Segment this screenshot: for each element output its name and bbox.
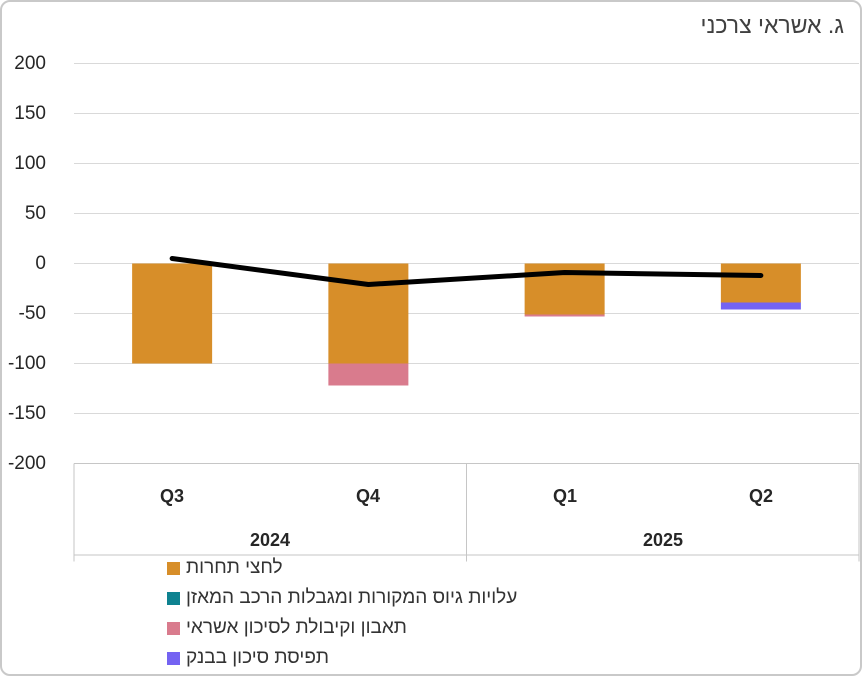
bar-segment [720, 263, 801, 303]
legend-swatch-icon [167, 591, 180, 605]
bar-segment [328, 363, 409, 386]
y-tick-label: 0 [35, 252, 46, 274]
legend-label: תפיסת סיכון בבנק [186, 647, 330, 668]
y-tick-label: 50 [24, 202, 46, 224]
y-tick-label: 100 [14, 152, 46, 174]
legend-swatch-icon [167, 621, 180, 635]
x-axis-quarter-label: Q2 [748, 486, 773, 506]
x-axis-year-label: 2024 [249, 530, 291, 550]
legend-label: לחצי תחרות [186, 557, 283, 578]
x-axis-quarter-label: Q4 [355, 486, 380, 506]
net-change-line [169, 256, 764, 287]
y-tick-label: -100 [7, 352, 46, 374]
y-tick-label: 150 [14, 102, 46, 124]
legend-label: תאבון וקיבולת לסיכון אשראי [186, 617, 407, 638]
legend-swatch-icon [167, 561, 180, 575]
y-tick-label: -50 [18, 302, 46, 324]
x-axis-quarter-label: Q1 [552, 486, 577, 506]
x-axis-year-label: 2025 [642, 530, 684, 550]
legend-label: עלויות גיוס המקורות ומגבלות הרכב המאזן [186, 587, 518, 608]
legend-swatch-icon [167, 651, 180, 665]
legend: לחצי תחרות עלויות גיוס המקורות ומגבלות ה… [167, 553, 517, 673]
legend-item: תאבון וקיבולת לסיכון אשראי [167, 613, 517, 643]
bar-segment [524, 314, 605, 317]
legend-item: תפיסת סיכון בבנק [167, 643, 517, 673]
legend-item: עלויות גיוס המקורות ומגבלות הרכב המאזן [167, 583, 517, 613]
y-tick-label: -200 [7, 452, 46, 474]
bar-segment [720, 302, 801, 310]
bar-segment [132, 263, 213, 364]
y-tick-label: -150 [7, 402, 46, 424]
legend-item: לחצי תחרות [167, 553, 517, 583]
y-tick-label: 200 [14, 52, 46, 74]
chart-title: ג. אשראי צרכני [700, 12, 844, 38]
x-axis-quarter-label: Q3 [159, 486, 184, 506]
